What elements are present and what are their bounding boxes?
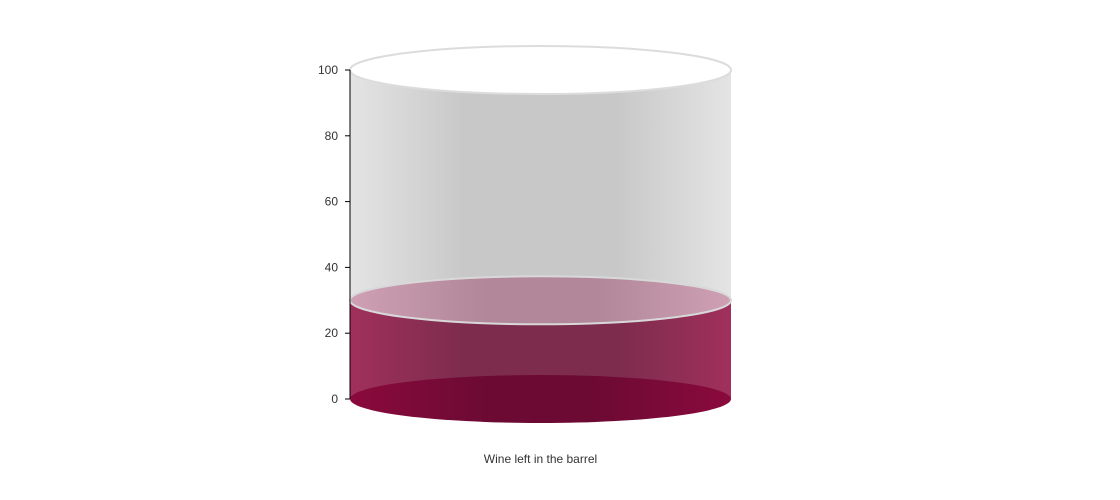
- category-label: Wine left in the barrel: [484, 452, 597, 466]
- y-tick-label: 40: [325, 260, 339, 274]
- cylinder-top-cap: [349, 45, 732, 95]
- y-axis-ticks: 0 20 40 60 80 100: [318, 63, 350, 406]
- cylinder-empty-body: [350, 70, 731, 301]
- y-tick-label: 100: [318, 63, 338, 77]
- y-tick-label: 0: [331, 392, 338, 406]
- y-tick-label: 80: [325, 129, 339, 143]
- y-tick-label: 60: [325, 195, 339, 209]
- y-tick-label: 20: [325, 326, 339, 340]
- cylinder-fill-bottom: [350, 375, 731, 423]
- cylinder-fill-level: [349, 275, 732, 326]
